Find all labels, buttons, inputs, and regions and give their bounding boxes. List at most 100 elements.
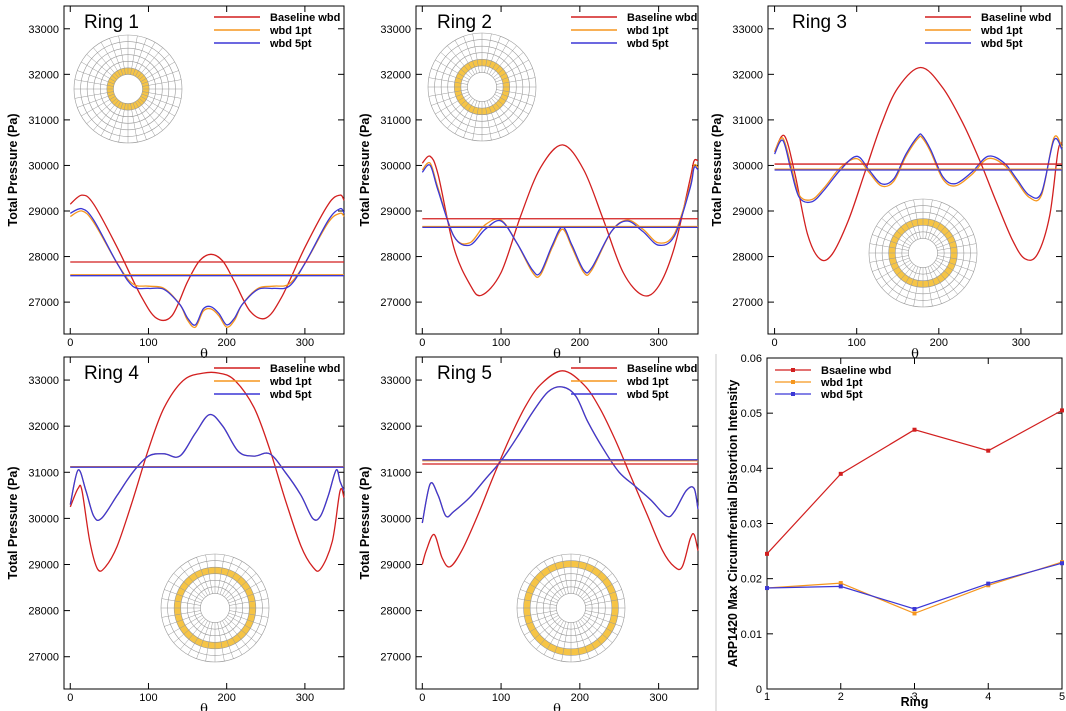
grid-spoke xyxy=(937,243,977,251)
panel-title: Ring 2 xyxy=(437,12,492,33)
grid-spoke xyxy=(925,267,933,307)
series-line-wbd-1pt xyxy=(774,135,1063,202)
grid-spoke xyxy=(205,622,213,662)
grid-spoke xyxy=(173,573,204,599)
grid-spoke xyxy=(872,257,910,272)
legend-label: Baseline wbd xyxy=(627,363,697,375)
grid-spoke xyxy=(142,79,182,87)
legend-label: wbd 1pt xyxy=(820,377,863,389)
y-tick-label: 29000 xyxy=(28,560,59,572)
grid-spoke xyxy=(77,93,115,108)
y-tick-label: 32000 xyxy=(28,69,59,81)
data-point xyxy=(838,471,843,476)
grid-ring xyxy=(113,74,143,104)
series-line-baseline-wbd xyxy=(774,66,1063,262)
grid-spoke xyxy=(118,103,126,143)
y-axis-label: ARP1420 Max Circumfrential Distortion In… xyxy=(726,380,740,668)
x-tick-label: 300 xyxy=(296,692,314,704)
grid-spoke xyxy=(135,101,156,136)
grid-spoke xyxy=(517,610,557,618)
grid-spoke xyxy=(489,99,510,134)
legend-label: wbd 5pt xyxy=(980,38,1023,50)
grid-spoke xyxy=(140,96,175,117)
grid-spoke xyxy=(494,94,529,115)
plot-frame xyxy=(63,356,345,690)
data-point xyxy=(912,427,917,432)
grid-spoke xyxy=(935,225,970,246)
grid-spoke xyxy=(491,98,517,129)
series-line-wbd-1pt xyxy=(69,210,345,329)
y-tick-label: 0.05 xyxy=(741,408,762,420)
x-axis-label: θ xyxy=(200,347,208,362)
grid-spoke xyxy=(454,40,475,75)
ring-panel-2: 27000 28000 29000 30000 31000 32000 33000 0 100 2… xyxy=(358,5,699,362)
x-tick-label: 100 xyxy=(492,692,510,704)
y-tick-label: 30000 xyxy=(380,513,411,525)
series-line-wbd-1pt xyxy=(421,161,699,278)
grid-spoke xyxy=(927,266,942,304)
data-point xyxy=(838,584,843,589)
grid-spoke xyxy=(139,98,170,124)
y-tick-label: 31000 xyxy=(380,467,411,479)
grid-spoke xyxy=(164,589,202,604)
grid-spoke xyxy=(529,617,560,643)
grid-spoke xyxy=(524,615,559,636)
grid-spoke xyxy=(869,255,909,263)
grid-spoke xyxy=(936,234,974,249)
grid-spoke xyxy=(584,589,622,604)
grid-spoke xyxy=(440,52,471,78)
y-tick-label: 27000 xyxy=(28,652,59,664)
grid-spoke xyxy=(904,202,919,240)
grid-spoke xyxy=(227,580,262,601)
ring-location-diagram xyxy=(160,553,270,663)
grid-spoke xyxy=(493,96,524,122)
y-tick-label: 29000 xyxy=(732,206,763,218)
grid-spoke xyxy=(109,38,124,76)
grid-spoke xyxy=(428,77,468,85)
grid-spoke xyxy=(520,612,558,627)
grid-spoke xyxy=(573,622,581,662)
x-axis-label: θ xyxy=(911,347,919,362)
grid-spoke xyxy=(888,264,914,295)
grid-spoke xyxy=(180,619,206,650)
y-tick-label: 0.04 xyxy=(741,463,762,475)
grid-spoke xyxy=(932,264,958,295)
grid-spoke xyxy=(888,211,914,242)
grid-spoke xyxy=(585,598,625,606)
data-point xyxy=(765,551,769,556)
grid-spoke xyxy=(440,96,471,122)
plot-frame xyxy=(766,357,1063,690)
grid-spoke xyxy=(224,566,250,597)
data-point xyxy=(1060,561,1064,566)
grid-spoke xyxy=(137,100,163,131)
grid-spoke xyxy=(226,573,257,599)
y-tick-label: 30000 xyxy=(380,160,411,172)
ring-panel-3: 27000 28000 29000 30000 31000 32000 33000 0 100 2… xyxy=(710,5,1063,362)
grid-spoke xyxy=(543,620,564,655)
y-tick-label: 27000 xyxy=(380,652,411,664)
y-tick-label: 30000 xyxy=(28,513,59,525)
grid-spoke xyxy=(100,101,121,136)
x-tick-label: 5 xyxy=(1059,691,1065,703)
x-tick-label: 300 xyxy=(296,337,314,349)
grid-spoke xyxy=(219,557,234,595)
grid-spoke xyxy=(582,617,613,643)
grid-spoke xyxy=(435,59,470,80)
grid-spoke xyxy=(187,561,208,596)
grid-spoke xyxy=(529,573,560,599)
data-point xyxy=(912,611,917,616)
legend-label: wbd 5pt xyxy=(626,389,669,401)
y-tick-label: 27000 xyxy=(732,297,763,309)
grid-spoke xyxy=(561,622,569,662)
grid-spoke xyxy=(517,598,557,606)
legend-label: wbd 1pt xyxy=(626,25,669,37)
grid-spoke xyxy=(173,617,204,643)
data-point xyxy=(986,448,991,453)
y-tick-label: 33000 xyxy=(380,375,411,387)
grid-spoke xyxy=(936,257,974,272)
legend-label: wbd 1pt xyxy=(980,25,1023,37)
grid-spoke xyxy=(222,561,243,596)
grid-spoke xyxy=(132,38,147,76)
